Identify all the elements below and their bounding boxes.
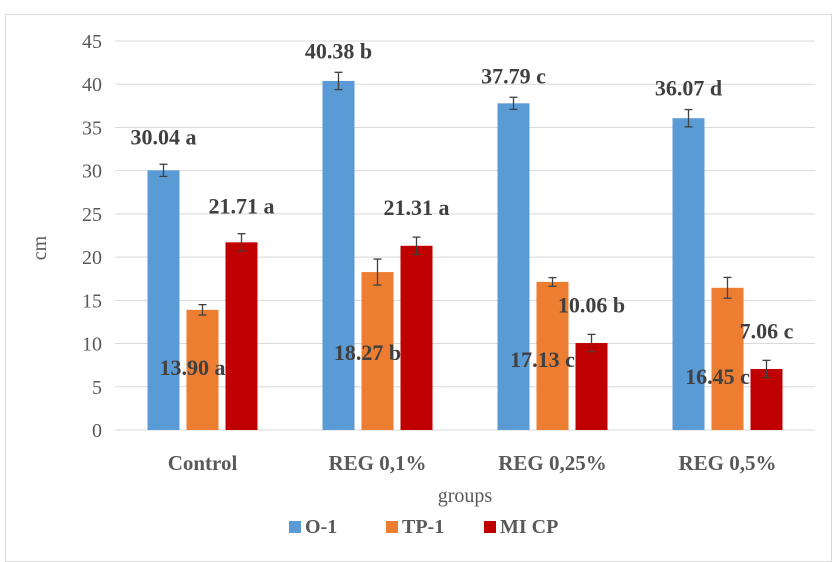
legend-label: O-1 bbox=[305, 516, 337, 538]
bar-o-1 bbox=[322, 80, 355, 431]
x-tick-label: REG 0,25% bbox=[498, 451, 607, 475]
y-tick-label: 45 bbox=[82, 31, 102, 53]
data-label: 13.90 a bbox=[160, 355, 226, 380]
x-tick-label: REG 0,5% bbox=[678, 451, 776, 475]
y-tick-label: 10 bbox=[82, 334, 102, 356]
y-axis-tick-labels: 0 5 10 15 20 25 30 35 40 45 bbox=[82, 31, 102, 442]
data-label: 7.06 c bbox=[740, 318, 794, 343]
data-label: 21.71 a bbox=[209, 194, 275, 219]
bar-tp-1 bbox=[536, 281, 569, 430]
x-axis-title: groups bbox=[438, 485, 493, 507]
y-tick-label: 5 bbox=[92, 377, 102, 399]
data-label: 16.45 c bbox=[685, 364, 750, 389]
x-tick-label: REG 0,1% bbox=[328, 451, 426, 475]
legend-label: MI CP bbox=[500, 516, 558, 538]
y-tick-label: 20 bbox=[82, 247, 102, 269]
bar-mi-cp bbox=[575, 343, 608, 430]
data-label: 21.31 a bbox=[384, 195, 450, 220]
bar-o-1 bbox=[147, 170, 180, 430]
y-tick-label: 35 bbox=[82, 117, 102, 139]
y-tick-label: 40 bbox=[82, 74, 102, 96]
legend: O-1 TP-1 MI CP bbox=[289, 516, 558, 538]
data-labels: 30.04 a 13.90 a 21.71 a 40.38 b 18.27 b 21.31… bbox=[131, 38, 794, 389]
y-tick-label: 0 bbox=[92, 420, 102, 442]
bars bbox=[147, 80, 783, 431]
data-label: 17.13 c bbox=[510, 347, 575, 372]
legend-swatch bbox=[386, 521, 398, 533]
legend-swatch bbox=[289, 521, 301, 533]
bar-tp-1 bbox=[711, 287, 744, 430]
y-tick-label: 30 bbox=[82, 161, 102, 183]
legend-label: TP-1 bbox=[402, 516, 444, 538]
data-label: 36.07 d bbox=[655, 76, 722, 101]
data-label: 18.27 b bbox=[334, 340, 401, 365]
bar-tp-1 bbox=[361, 272, 394, 430]
data-label: 37.79 c bbox=[481, 63, 546, 88]
legend-swatch bbox=[484, 521, 496, 533]
bar-tp-1 bbox=[186, 309, 219, 430]
x-tick-label: Control bbox=[168, 451, 238, 475]
error-bars bbox=[159, 71, 771, 379]
data-label: 40.38 b bbox=[305, 38, 372, 63]
y-axis-title: cm bbox=[29, 235, 51, 260]
bar-o-1 bbox=[497, 103, 530, 430]
bar-o-1 bbox=[672, 118, 705, 430]
data-label: 10.06 b bbox=[558, 292, 625, 317]
data-label: 30.04 a bbox=[131, 124, 197, 149]
x-axis-tick-labels: Control REG 0,1% REG 0,25% REG 0,5% bbox=[168, 451, 777, 475]
y-tick-label: 25 bbox=[82, 204, 102, 226]
bar-mi-cp bbox=[400, 245, 433, 430]
bar-mi-cp bbox=[750, 368, 783, 430]
y-tick-label: 15 bbox=[82, 290, 102, 312]
bar-mi-cp bbox=[225, 242, 258, 430]
